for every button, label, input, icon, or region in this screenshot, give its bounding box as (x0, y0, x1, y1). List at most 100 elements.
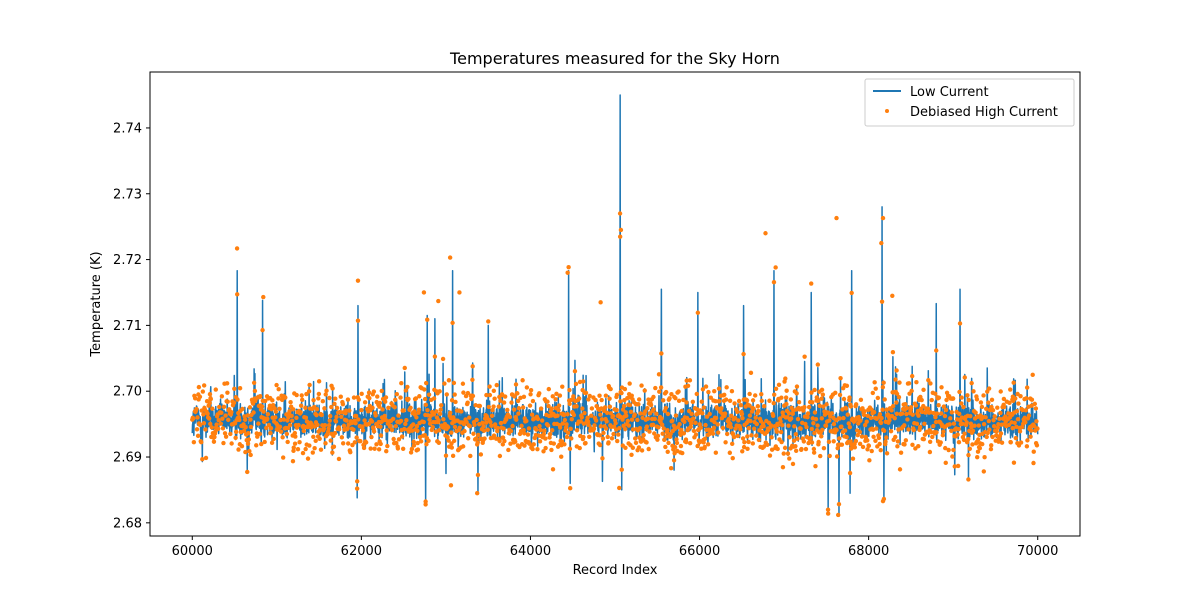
scatter-point (689, 421, 694, 426)
scatter-point (707, 411, 712, 417)
scatter-point (939, 411, 944, 416)
scatter-point (763, 231, 768, 236)
scatter-point (965, 393, 970, 398)
scatter-point (962, 431, 967, 436)
scatter-point (358, 438, 363, 444)
scatter-point (208, 396, 213, 402)
scatter-point (366, 390, 372, 395)
scatter-point (902, 423, 907, 428)
scatter-point (378, 433, 384, 438)
scatter-point (408, 405, 413, 410)
scatter-point (947, 422, 952, 427)
scatter-point (838, 375, 843, 381)
scatter-point (866, 443, 872, 449)
scatter-point (663, 389, 669, 395)
scatter-point (519, 423, 524, 429)
scatter-point (715, 422, 720, 427)
scatter-point (481, 424, 486, 429)
scatter-point (514, 417, 519, 422)
scatter-point (880, 407, 885, 412)
scatter-point (307, 382, 312, 388)
scatter-point (581, 434, 586, 440)
scatter-point (520, 405, 526, 410)
scatter-point (794, 384, 800, 389)
scatter-point (198, 422, 203, 428)
scatter-point (684, 400, 689, 405)
scatter-point (992, 414, 997, 419)
scatter-point (894, 400, 899, 405)
scatter-point (423, 380, 429, 386)
scatter-point (390, 416, 396, 422)
scatter-point (373, 413, 378, 418)
scatter-point (541, 449, 546, 454)
scatter-point (273, 409, 278, 414)
scatter-point (957, 321, 963, 326)
scatter-point (323, 392, 328, 397)
scatter-point (448, 483, 454, 488)
scatter-point (388, 423, 393, 429)
scatter-point (636, 445, 642, 450)
scatter-point (497, 453, 503, 459)
scatter-point (627, 402, 633, 408)
scatter-point (635, 417, 640, 423)
scatter-point (882, 397, 887, 402)
scatter-point (271, 436, 276, 442)
scatter-point (303, 405, 308, 411)
scatter-point (498, 420, 504, 426)
scatter-point (847, 470, 853, 476)
scatter-point (505, 407, 510, 413)
y-tick-label: 2.74 (113, 121, 142, 136)
scatter-point (665, 449, 670, 454)
scatter-point (771, 280, 777, 285)
scatter-point (351, 427, 356, 432)
scatter-point (338, 409, 343, 415)
scatter-point (1016, 401, 1021, 406)
scatter-point (652, 431, 657, 436)
scatter-point (355, 318, 361, 323)
scatter-point (773, 265, 778, 270)
scatter-point (516, 411, 521, 416)
scatter-point (998, 389, 1003, 394)
scatter-point (661, 398, 666, 403)
scatter-point (571, 412, 577, 418)
scatter-point (229, 409, 234, 415)
scatter-point (834, 215, 839, 221)
scatter-point (978, 400, 984, 405)
scatter-point (475, 440, 480, 445)
scatter-point (465, 400, 470, 405)
scatter-point (513, 382, 519, 387)
scatter-point (502, 394, 508, 399)
scatter-point (878, 420, 884, 426)
scatter-point (967, 446, 973, 451)
scatter-point (579, 415, 585, 420)
scatter-point (355, 278, 361, 283)
scatter-point (587, 393, 592, 399)
scatter-point (217, 404, 222, 410)
scatter-point (316, 391, 322, 397)
scatter-point (779, 439, 784, 445)
scatter-point (880, 215, 886, 221)
scatter-point (268, 430, 273, 436)
scatter-point (913, 403, 919, 408)
scatter-point (423, 502, 428, 507)
scatter-point (218, 421, 224, 426)
scatter-point (421, 290, 427, 295)
scatter-point (657, 389, 662, 394)
scatter-point (847, 424, 853, 430)
scatter-point (748, 370, 754, 376)
scatter-point (731, 434, 737, 440)
scatter-point (621, 403, 627, 409)
scatter-point (914, 380, 919, 385)
scatter-point (480, 420, 485, 426)
scatter-point (589, 413, 594, 418)
scatter-point (545, 399, 550, 404)
scatter-point (415, 428, 420, 433)
scatter-point (457, 425, 462, 430)
scatter-point (201, 421, 207, 426)
scatter-point (1023, 419, 1028, 425)
scatter-point (971, 389, 976, 394)
scatter-point (512, 394, 517, 399)
scatter-point (808, 435, 813, 441)
scatter-point (874, 426, 879, 431)
